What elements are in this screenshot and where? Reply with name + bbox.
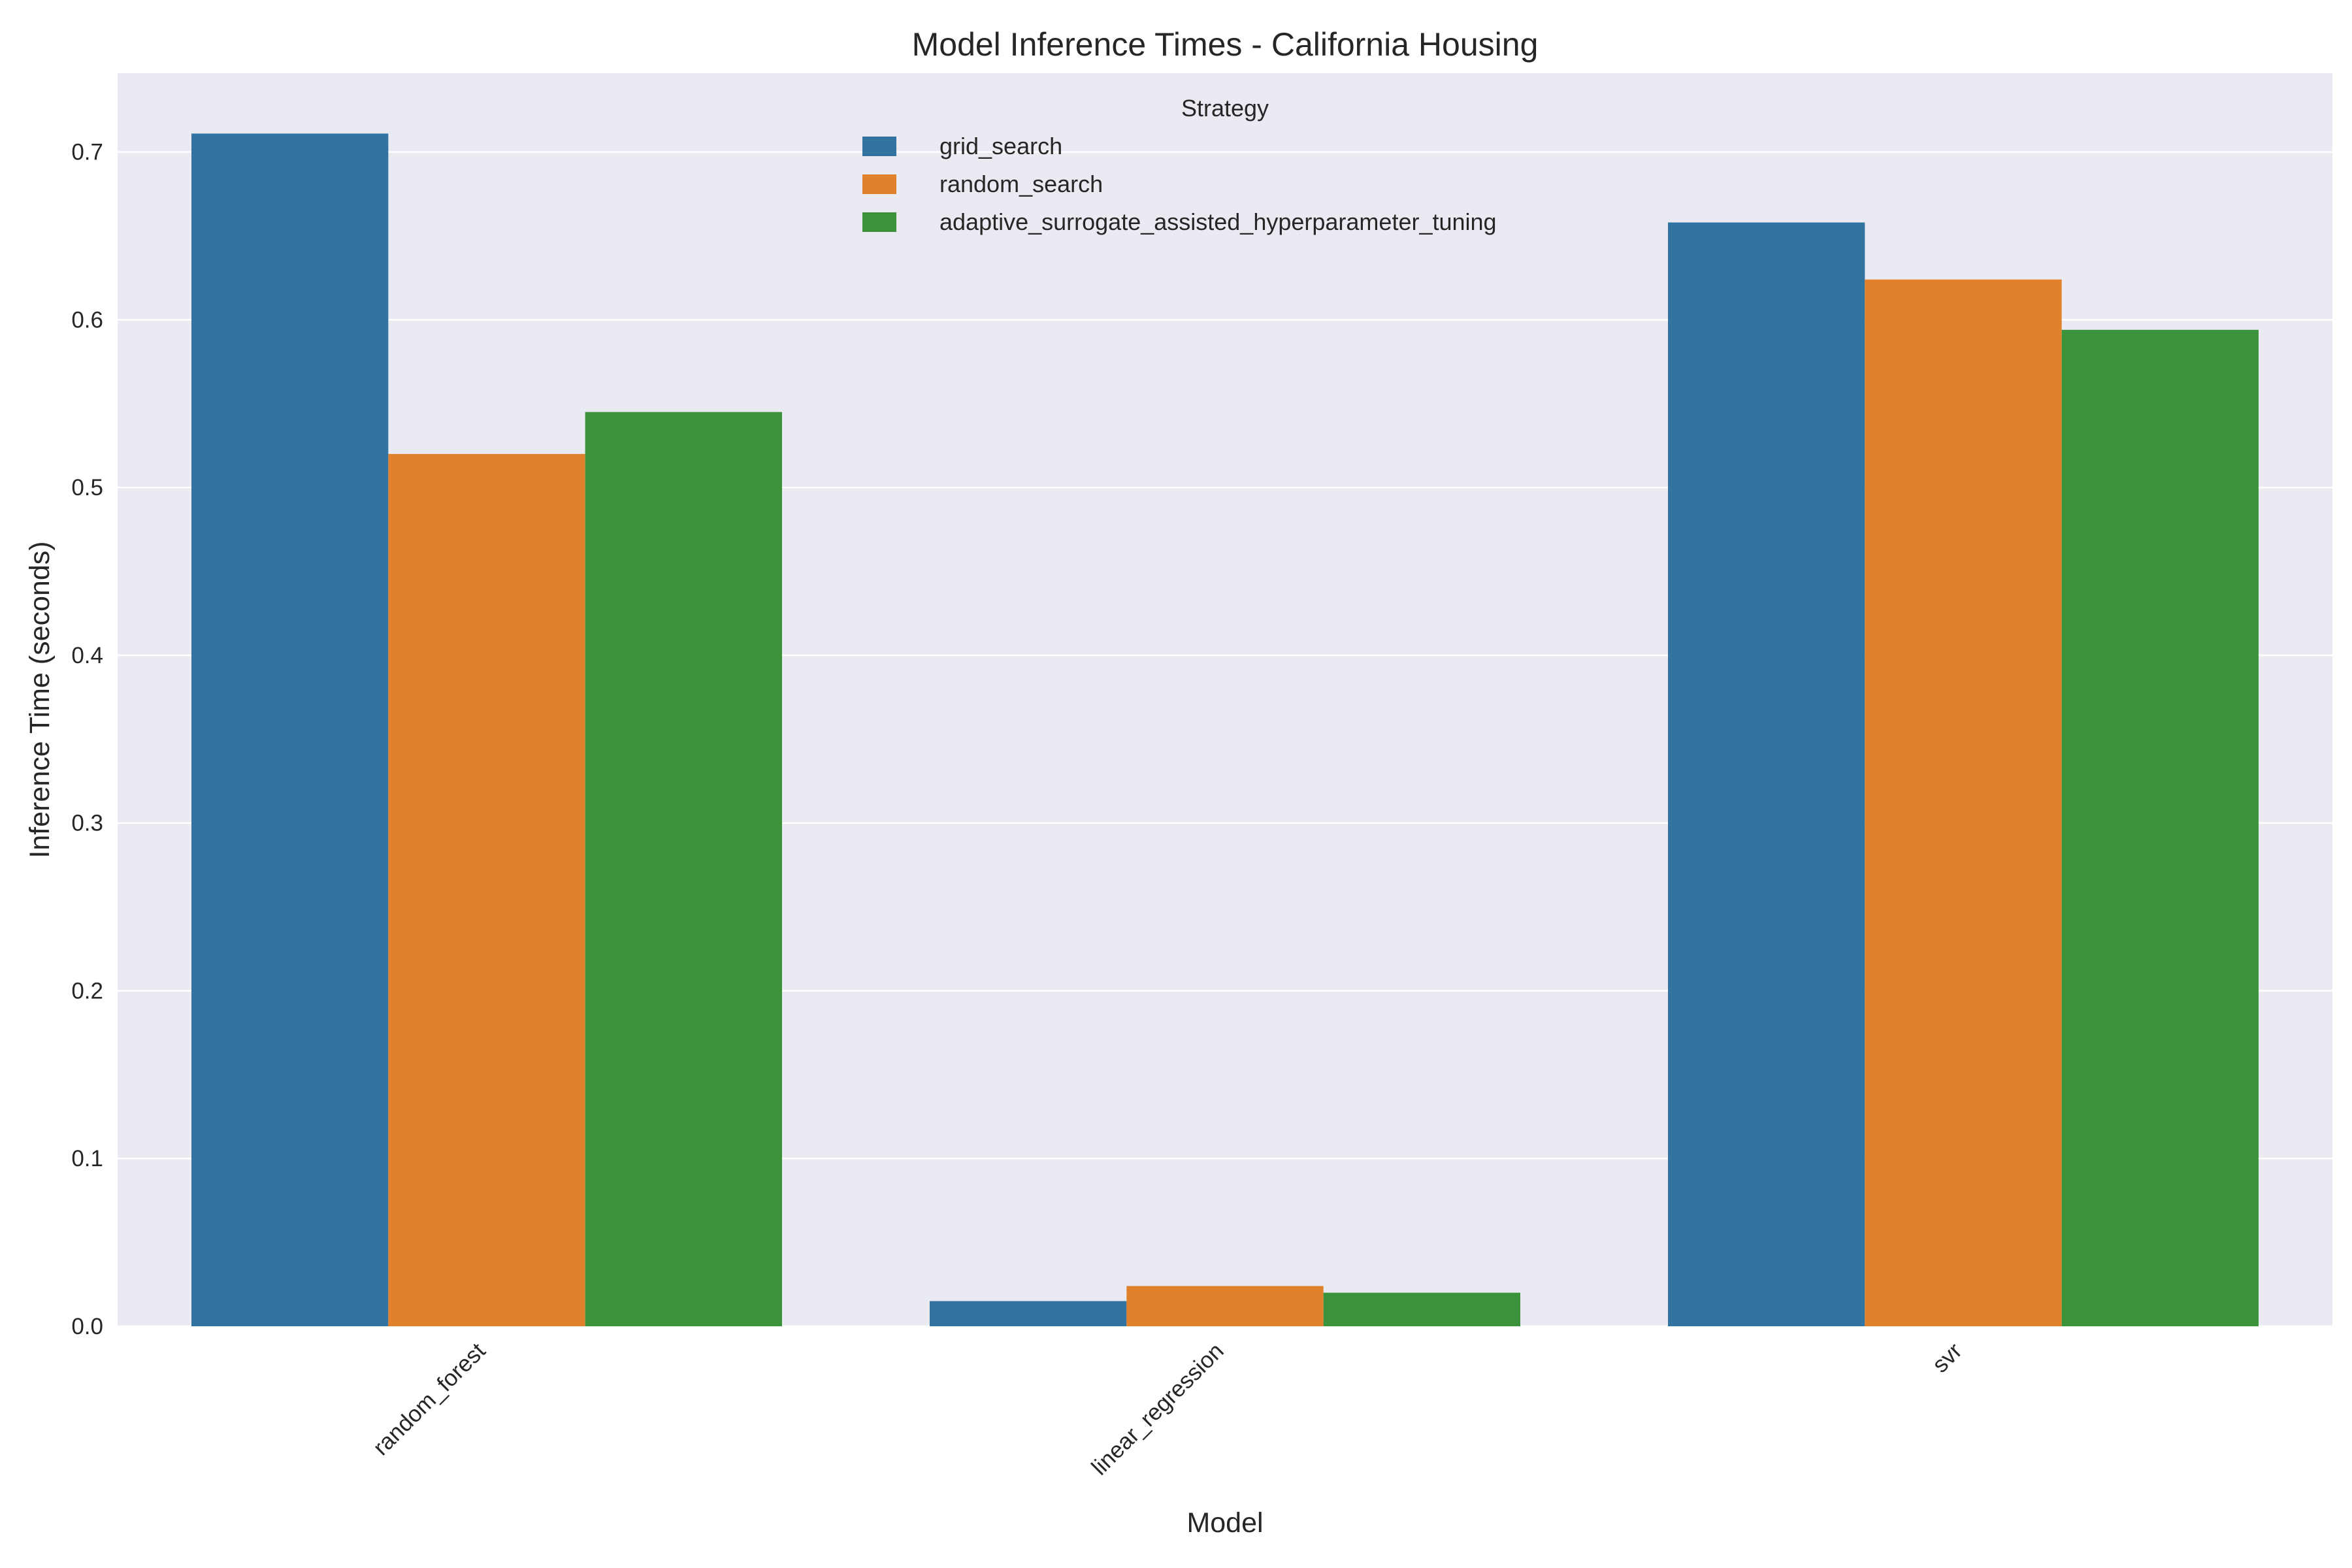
bar-grid_search-random_forest bbox=[191, 133, 389, 1327]
bar-grid_search-svr bbox=[1668, 222, 1865, 1326]
chart-title: Model Inference Times - California Housi… bbox=[912, 26, 1539, 63]
bars bbox=[191, 133, 2259, 1327]
legend-title: Strategy bbox=[1181, 95, 1269, 122]
legend-label: adaptive_surrogate_assisted_hyperparamet… bbox=[939, 208, 1497, 235]
legend-swatch bbox=[862, 137, 896, 156]
y-tick-label: 0.7 bbox=[71, 140, 103, 165]
x-axis-label: Model bbox=[1186, 1507, 1263, 1539]
legend: Strategy grid_search random_searchadaptiv… bbox=[862, 95, 1497, 235]
y-tick-label: 0.5 bbox=[71, 475, 103, 500]
y-tick-label: 0.4 bbox=[71, 643, 103, 668]
legend-label: random_search bbox=[939, 171, 1103, 197]
bar-random_search-random_forest bbox=[388, 453, 585, 1326]
y-tick-label: 0.6 bbox=[71, 307, 103, 333]
bar-grid_search-linear_regression bbox=[930, 1301, 1127, 1326]
bar-random_search-linear_regression bbox=[1126, 1286, 1324, 1326]
y-tick-label: 0.3 bbox=[71, 811, 103, 836]
bar-adaptive_surrogate_assisted_hyperparameter_tuning-svr bbox=[2061, 329, 2259, 1326]
bar-adaptive_surrogate_assisted_hyperparameter_tuning-random_forest bbox=[585, 412, 782, 1326]
legend-label: grid_search bbox=[939, 133, 1062, 159]
y-axis-label: Inference Time (seconds) bbox=[24, 541, 56, 858]
bar-adaptive_surrogate_assisted_hyperparameter_tuning-linear_regression bbox=[1323, 1292, 1520, 1326]
y-axis-ticks: 0.0 0.1 0.2 0.3 0.4 0.5 0.6 0.7 bbox=[71, 140, 103, 1339]
bar-random_search-svr bbox=[1865, 279, 2062, 1327]
y-tick-label: 0.2 bbox=[71, 978, 103, 1004]
legend-swatch bbox=[862, 212, 896, 232]
y-tick-label: 0.0 bbox=[71, 1314, 103, 1339]
legend-swatch bbox=[862, 174, 896, 194]
y-tick-label: 0.1 bbox=[71, 1146, 103, 1171]
